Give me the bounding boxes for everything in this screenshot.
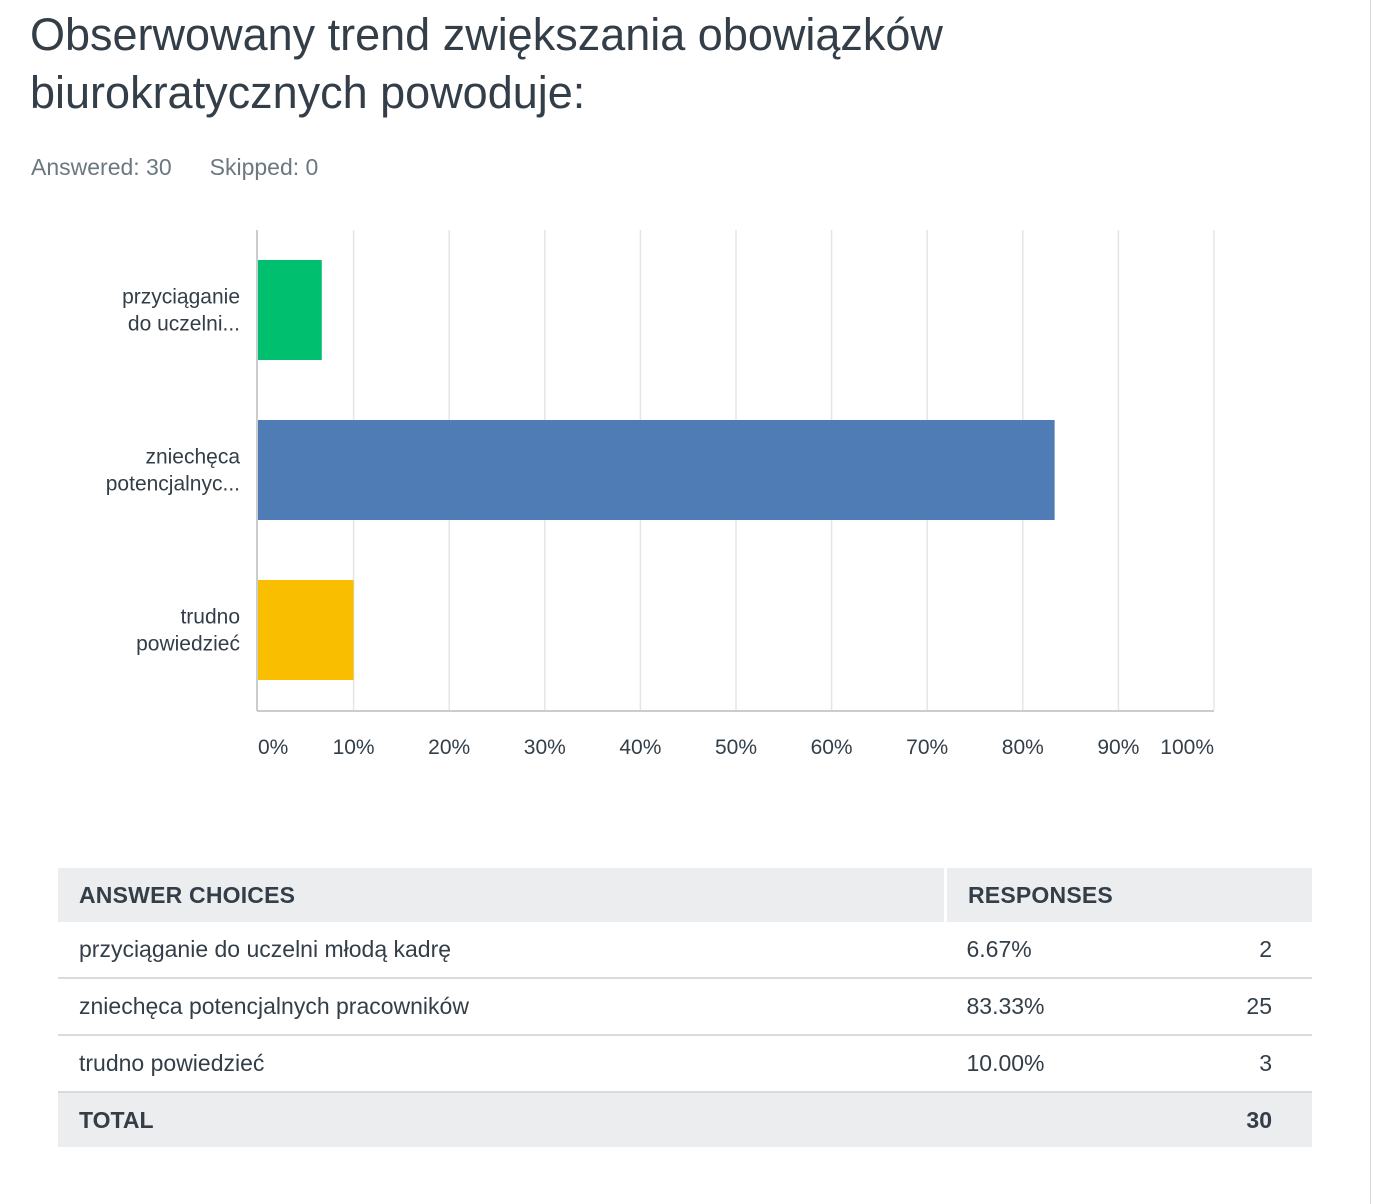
table-row: zniechęca potencjalnych pracowników 83.3…: [58, 978, 1312, 1036]
table-total-row: TOTAL 30: [58, 1092, 1312, 1147]
page-edge-divider: [1370, 0, 1371, 1204]
x-tick-label: 80%: [1002, 736, 1044, 759]
response-count-cell: 2: [1156, 922, 1312, 979]
question-title: Obserwowany trend zwiększania obowiązków…: [30, 9, 943, 118]
x-tick-label: 100%: [1160, 736, 1214, 759]
answer-summary-table: ANSWER CHOICES RESPONSES przyciąganie do…: [58, 868, 1312, 1147]
header-answer-choices: ANSWER CHOICES: [58, 868, 947, 922]
category-label: przyciąganie: [122, 286, 240, 309]
bar-1: [258, 260, 322, 360]
x-tick-label: 70%: [906, 736, 948, 759]
x-tick-label: 60%: [811, 736, 853, 759]
bar-chart: przyciąganie do uczelni... zniechęca potenc…: [106, 230, 1215, 759]
answer-choice-cell: trudno powiedzieć: [58, 1035, 946, 1093]
response-percent-cell: 6.67%: [945, 922, 1157, 979]
total-spacer: [945, 1092, 1157, 1147]
answer-choice-cell: przyciąganie do uczelni młodą kadrę: [58, 922, 946, 979]
category-label: zniechęca: [145, 446, 240, 469]
category-label: potencjalnyc...: [106, 473, 240, 496]
response-count-cell: 25: [1156, 978, 1312, 1036]
category-label: powiedzieć: [136, 633, 240, 656]
total-label: TOTAL: [58, 1092, 946, 1147]
x-tick-label: 90%: [1097, 736, 1139, 759]
response-stats: Answered: 30 Skipped: 0: [31, 154, 318, 181]
x-tick-label: 40%: [619, 736, 661, 759]
response-percent-cell: 83.33%: [945, 978, 1157, 1036]
answer-choice-cell: zniechęca potencjalnych pracowników: [58, 978, 946, 1036]
response-percent-cell: 10.00%: [945, 1035, 1157, 1093]
table-row: trudno powiedzieć 10.00% 3: [58, 1035, 1312, 1093]
x-tick-label: 20%: [428, 736, 470, 759]
header-responses: RESPONSES: [945, 868, 1312, 922]
bar-3: [258, 580, 354, 680]
x-tick-label: 30%: [524, 736, 566, 759]
table-header-row: ANSWER CHOICES RESPONSES: [58, 868, 1312, 922]
x-tick-label: 0%: [258, 736, 288, 759]
x-tick-label: 50%: [715, 736, 757, 759]
category-label: do uczelni...: [128, 313, 240, 336]
total-value: 30: [1156, 1092, 1312, 1147]
category-label: trudno: [180, 606, 240, 629]
table-row: przyciąganie do uczelni młodą kadrę 6.67…: [58, 922, 1312, 979]
answered-count: Answered: 30: [31, 154, 172, 180]
skipped-count: Skipped: 0: [209, 154, 319, 180]
bar-2: [258, 420, 1055, 520]
response-count-cell: 3: [1156, 1035, 1312, 1093]
x-tick-label: 10%: [333, 736, 375, 759]
